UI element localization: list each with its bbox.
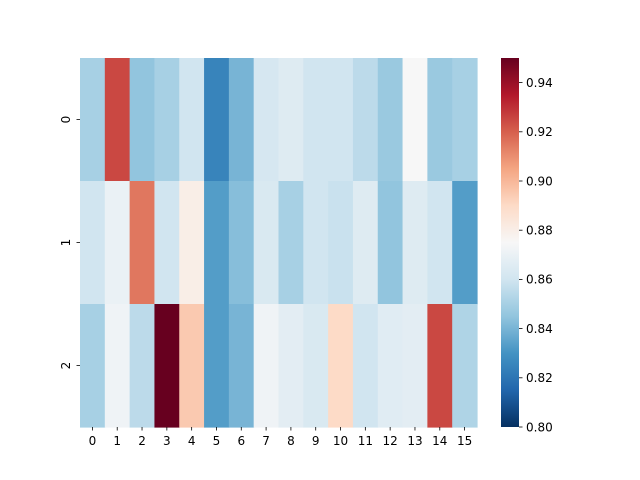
heatmap-cell-r0-c8 [278, 58, 304, 182]
heatmap-cell-r2-c1 [104, 304, 131, 428]
y-axis: 0 1 2 [59, 116, 80, 370]
colorbar-tick-label-6: 0.92 [526, 125, 553, 139]
heatmap-cell-r2-c0 [80, 304, 106, 428]
colorbar-tick-label-5: 0.90 [526, 174, 553, 188]
x-tick-label-5: 5 [213, 434, 221, 448]
heatmap-cell-r0-c15 [452, 58, 478, 182]
colorbar-tick-label-4: 0.88 [526, 224, 553, 238]
x-tick-label-12: 12 [383, 434, 398, 448]
heatmap-cell-r2-c9 [303, 304, 329, 428]
x-tick-label-2: 2 [138, 434, 146, 448]
heatmap-cell-r0-c0 [80, 58, 106, 182]
x-tick-label-7: 7 [262, 434, 270, 448]
x-tick-label-14: 14 [432, 434, 447, 448]
heatmap-cell-r1-c2 [129, 181, 156, 305]
heatmap-cell-r2-c3 [154, 304, 180, 428]
heatmap-cell-r2-c12 [377, 304, 404, 428]
x-tick-label-8: 8 [287, 434, 295, 448]
heatmap-cell-r1-c15 [452, 181, 478, 305]
heatmap-cell-r1-c0 [80, 181, 106, 305]
colorbar: 0.80 0.82 0.84 0.86 0.88 0.90 0.92 0.94 [501, 58, 553, 434]
colorbar-tick-label-1: 0.82 [526, 371, 553, 385]
heatmap-cell-r1-c4 [179, 181, 205, 305]
heatmap-cell-r2-c11 [352, 304, 379, 428]
x-tick-label-15: 15 [457, 434, 472, 448]
heatmap-cell-r2-c13 [402, 304, 428, 428]
heatmap-cell-r0-c2 [129, 58, 156, 182]
heatmap-cell-r2-c4 [179, 304, 205, 428]
heatmap-cell-r0-c14 [427, 58, 453, 182]
y-tick-label-2: 2 [59, 362, 73, 370]
heatmap-cell-r0-c4 [179, 58, 205, 182]
heatmap-cells [80, 58, 478, 428]
colorbar-tick-label-7: 0.94 [526, 76, 553, 90]
x-tick-label-6: 6 [237, 434, 245, 448]
x-axis: 0 1 2 3 4 5 6 7 8 9 10 11 12 13 14 15 [89, 427, 472, 448]
x-tick-label-9: 9 [312, 434, 320, 448]
x-tick-label-3: 3 [163, 434, 171, 448]
heatmap-cell-r1-c5 [204, 181, 230, 305]
heatmap-cell-r2-c8 [278, 304, 304, 428]
heatmap-cell-r1-c12 [377, 181, 404, 305]
heatmap-cell-r0-c13 [402, 58, 428, 182]
heatmap-cell-r1-c6 [228, 181, 255, 305]
colorbar-gradient [501, 58, 519, 427]
heatmap-cell-r1-c7 [253, 181, 280, 305]
colorbar-tick-label-3: 0.86 [526, 273, 553, 287]
heatmap-cell-r0-c10 [328, 58, 354, 182]
x-tick-label-10: 10 [333, 434, 348, 448]
x-tick-label-11: 11 [358, 434, 373, 448]
heatmap-cell-r2-c10 [328, 304, 354, 428]
heatmap-cell-r1-c8 [278, 181, 304, 305]
x-tick-label-0: 0 [89, 434, 97, 448]
heatmap-cell-r2-c2 [129, 304, 156, 428]
heatmap-cell-r1-c9 [303, 181, 329, 305]
colorbar-tick-label-2: 0.84 [526, 322, 553, 336]
heatmap-cell-r0-c5 [204, 58, 230, 182]
heatmap-cell-r1-c11 [352, 181, 379, 305]
y-tick-label-0: 0 [59, 116, 73, 124]
heatmap-cell-r1-c10 [328, 181, 354, 305]
heatmap-cell-r0-c7 [253, 58, 280, 182]
heatmap-cell-r2-c15 [452, 304, 478, 428]
y-tick-label-1: 1 [59, 239, 73, 247]
x-tick-label-13: 13 [407, 434, 422, 448]
x-tick-label-1: 1 [113, 434, 121, 448]
heatmap-cell-r0-c3 [154, 58, 180, 182]
x-tick-label-4: 4 [188, 434, 196, 448]
colorbar-tick-label-0: 0.80 [526, 420, 553, 434]
heatmap-cell-r2-c7 [253, 304, 280, 428]
heatmap-cell-r1-c14 [427, 181, 453, 305]
heatmap-cell-r2-c14 [427, 304, 453, 428]
heatmap-cell-r0-c9 [303, 58, 329, 182]
heatmap-cell-r1-c3 [154, 181, 180, 305]
heatmap-cell-r2-c5 [204, 304, 230, 428]
heatmap-cell-r2-c6 [228, 304, 255, 428]
heatmap-cell-r1-c1 [104, 181, 131, 305]
heatmap-cell-r0-c1 [104, 58, 131, 182]
heatmap-cell-r0-c12 [377, 58, 404, 182]
heatmap-cell-r0-c11 [352, 58, 379, 182]
heatmap-cell-r1-c13 [402, 181, 428, 305]
heatmap-cell-r0-c6 [228, 58, 255, 182]
